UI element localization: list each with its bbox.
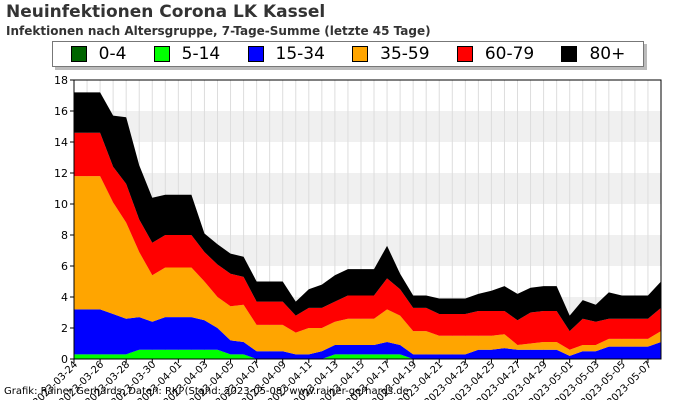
legend-label: 80+ (589, 44, 626, 64)
legend-item-15-34: 15-34 (247, 44, 325, 64)
series-area-15-34 (74, 309, 661, 359)
series-area-80+ (74, 92, 661, 332)
chart-footer: Grafik: Rainer Gerhards, Daten: RKI (Sta… (4, 386, 409, 397)
series-area-35-59 (74, 176, 661, 356)
chart-legend: 0-4 5-14 15-34 35-59 60-79 80+ (52, 41, 644, 67)
legend-item-5-14: 5-14 (153, 44, 221, 64)
y-tick-label: 14 (54, 136, 68, 149)
grid-band (74, 111, 661, 142)
y-tick-label: 12 (54, 167, 68, 180)
legend-item-80+: 80+ (561, 44, 625, 64)
y-tick-label: 16 (54, 105, 68, 118)
y-tick-label: 10 (54, 198, 68, 211)
legend-label: 5-14 (181, 44, 221, 64)
legend-label: 0-4 (98, 44, 127, 64)
legend-label: 15-34 (275, 44, 325, 64)
legend-label: 35-59 (380, 44, 430, 64)
legend-swatch (70, 46, 87, 62)
legend-swatch (561, 46, 578, 62)
y-tick-label: 2 (61, 322, 68, 335)
legend-swatch (456, 46, 473, 62)
legend-swatch (247, 46, 264, 62)
y-tick-label: 18 (54, 74, 68, 87)
chart-title: Neuinfektionen Corona LK Kassel (6, 2, 326, 22)
chart-subtitle: Infektionen nach Altersgruppe, 7-Tage-Su… (6, 24, 431, 38)
legend-swatch (352, 46, 369, 62)
y-tick-label: 4 (61, 291, 68, 304)
plot-frame (73, 79, 662, 360)
y-tick-label: 6 (61, 260, 68, 273)
series-area-60-79 (74, 132, 661, 350)
legend-label: 60-79 (484, 44, 535, 64)
y-tick-label: 8 (61, 229, 68, 242)
legend-item-35-59: 35-59 (352, 44, 430, 64)
legend-swatch (153, 46, 170, 62)
legend-item-60-79: 60-79 (456, 44, 535, 64)
y-tick-label: 0 (61, 353, 68, 366)
legend-item-0-4: 0-4 (70, 44, 127, 64)
